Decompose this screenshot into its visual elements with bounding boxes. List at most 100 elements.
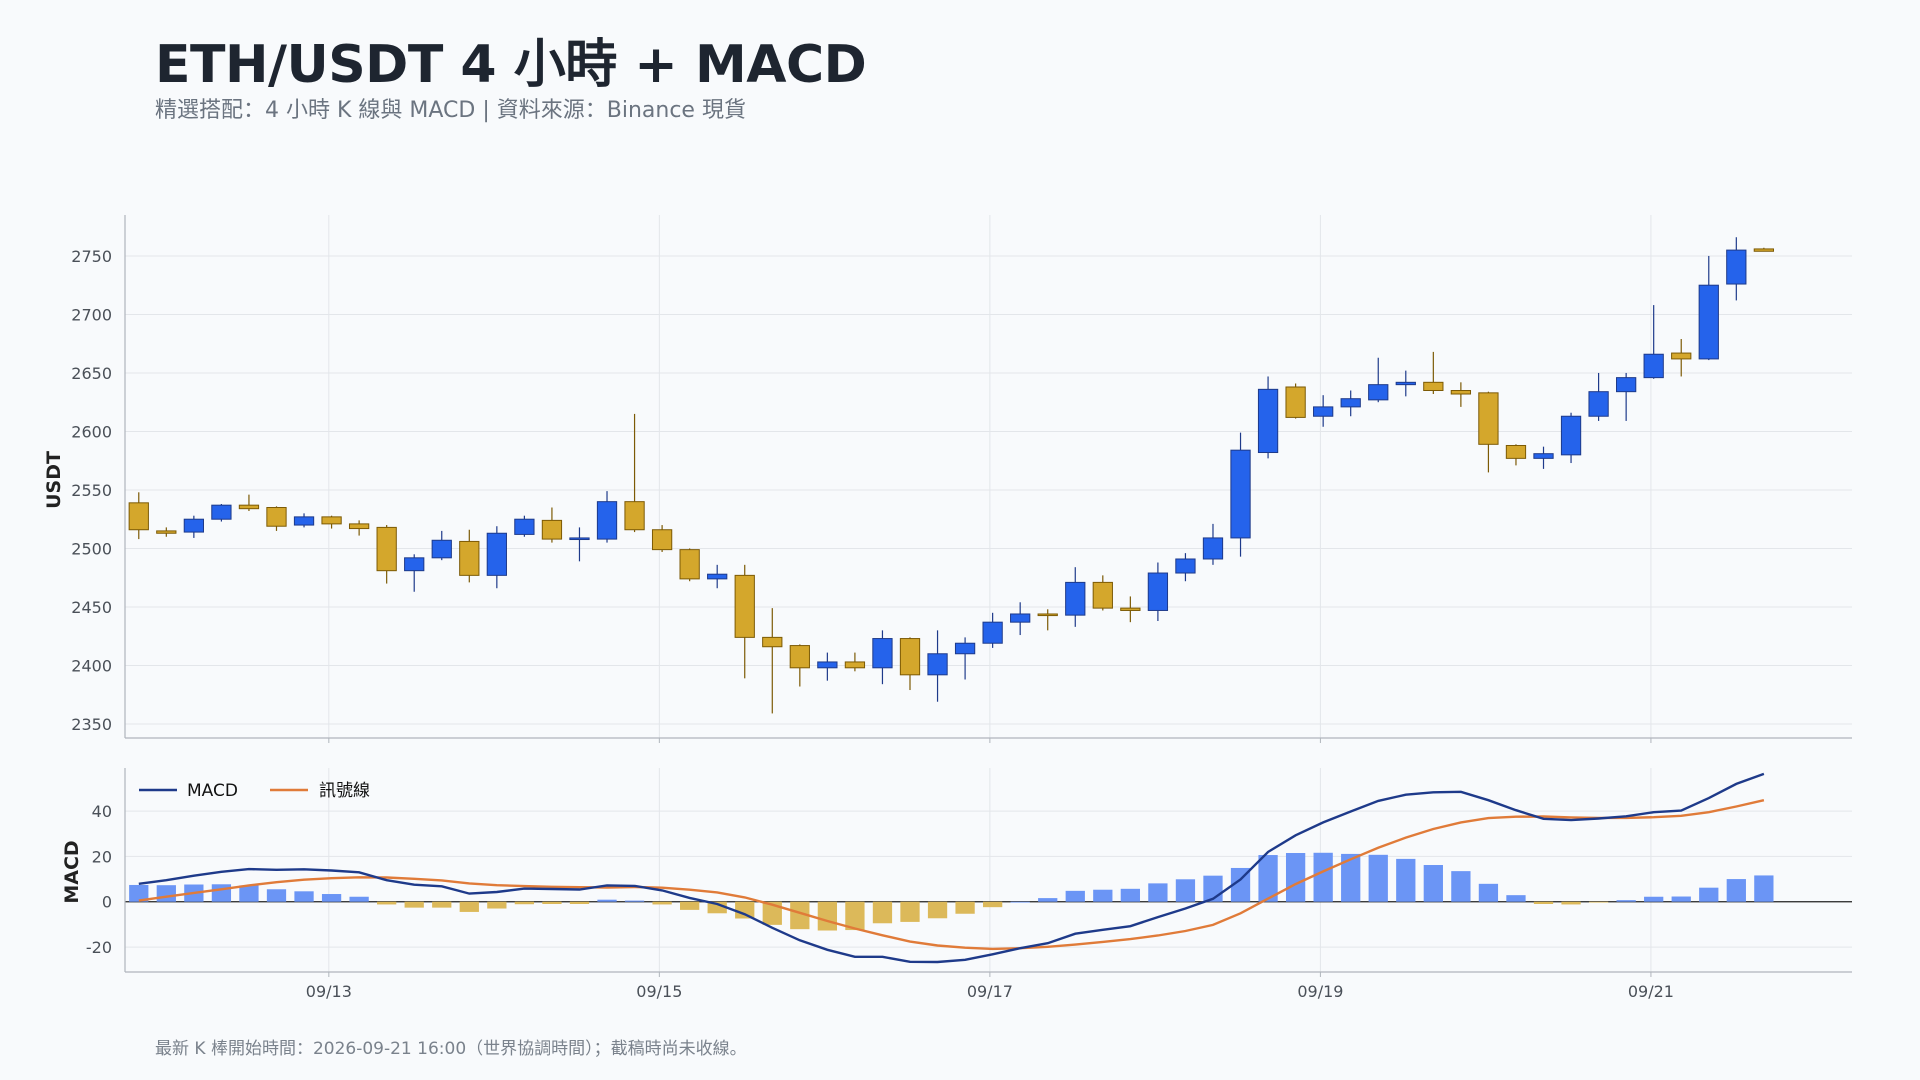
candle-body (1753, 248, 1774, 252)
candle-body (1065, 581, 1086, 616)
candle-body (954, 642, 976, 655)
candle-body (486, 532, 507, 576)
candle-body (624, 501, 645, 531)
candle-body (1671, 352, 1692, 360)
x-tick-label: 09/19 (1297, 982, 1343, 1001)
macd-histogram (129, 852, 1774, 931)
candle (376, 525, 397, 584)
candle (1285, 383, 1306, 419)
histogram-bar (377, 901, 397, 905)
candle-body (1505, 444, 1527, 459)
candle (1616, 372, 1637, 421)
candle (1395, 370, 1416, 397)
price-y-tick-label: 2400 (71, 656, 112, 675)
candle (679, 548, 700, 582)
histogram-bar (1451, 871, 1471, 902)
candle (321, 515, 342, 529)
candle-body (872, 638, 893, 669)
page-title: ETH/USDT 4 小時 + MACD (155, 35, 867, 95)
candle-body (376, 526, 397, 572)
candle-body (1010, 613, 1031, 623)
candle (1120, 596, 1141, 623)
histogram-bar (1285, 853, 1306, 902)
x-tick-label: 09/13 (306, 982, 352, 1001)
macd-lines (138, 772, 1765, 964)
histogram-bar (982, 901, 1003, 908)
histogram-bar (514, 901, 535, 905)
candle (1643, 305, 1664, 379)
histogram-bar (1341, 853, 1361, 902)
legend-macd-label: MACD (187, 781, 238, 801)
candle-body (348, 523, 370, 530)
candle (1698, 255, 1719, 361)
candle-body (1533, 453, 1554, 459)
candle-body (1147, 572, 1169, 611)
candle (1147, 562, 1169, 621)
price-panel: 2350 2400 2450 2500 2550 2600 2650 2700 2750 USD… (43, 215, 1852, 743)
candle (1313, 395, 1334, 427)
histogram-bar (735, 901, 755, 919)
histogram-bar (652, 901, 672, 905)
price-y-tick-label: 2650 (71, 364, 112, 383)
histogram-bar (1175, 879, 1196, 902)
candle (1257, 376, 1279, 459)
candle-body (651, 529, 673, 551)
histogram-bar (321, 894, 342, 902)
candle-body (1698, 284, 1719, 360)
histogram-bar (349, 896, 369, 902)
candle (1202, 523, 1224, 565)
candle-body (1560, 415, 1582, 456)
histogram-bar (1010, 901, 1030, 903)
candle-body (569, 537, 590, 541)
candle (1065, 567, 1086, 627)
histogram-bar (1313, 852, 1333, 902)
candle (789, 644, 810, 687)
candle (982, 612, 1003, 648)
candle-body (1202, 537, 1224, 560)
candle (1588, 372, 1609, 421)
candle-body (1726, 249, 1747, 285)
histogram-bar (542, 901, 562, 904)
histogram-bar (1148, 883, 1168, 902)
histogram-bar (1588, 901, 1609, 903)
candle-body (817, 661, 838, 669)
candle-body (1230, 449, 1251, 539)
candle (624, 413, 645, 533)
candle-body (1175, 558, 1196, 574)
price-y-tick-label: 2700 (71, 305, 112, 324)
candle-body (762, 636, 783, 648)
candle (1092, 575, 1113, 611)
histogram-bar (762, 901, 782, 925)
candle (459, 529, 480, 583)
histogram-bar (1699, 887, 1719, 902)
candle-body (459, 540, 480, 576)
price-y-tick-label: 2550 (71, 481, 112, 500)
candle-body (238, 504, 260, 510)
macd-axis: -20 0 20 40 09/13 09/15 09/17 09/19 09/21 (86, 768, 1852, 1001)
candle (514, 515, 535, 537)
candle (1037, 609, 1058, 631)
macd-y-tick-label: 0 (102, 893, 112, 912)
candle (954, 637, 976, 680)
candle (734, 564, 755, 679)
histogram-bar (900, 901, 920, 922)
candle (762, 608, 783, 714)
candle (707, 564, 728, 589)
candle-body (1037, 613, 1058, 617)
candle (541, 507, 563, 543)
legend-signal-label: 訊號線 (319, 781, 370, 801)
x-tick-label: 09/21 (1628, 982, 1674, 1001)
candle-body (1478, 392, 1499, 445)
histogram-bar (1120, 888, 1140, 902)
candle-body (844, 661, 866, 669)
candle-body (1588, 391, 1609, 417)
footnote: 最新 K 棒開始時間：2026-09-21 16:00（世界協調時間）；截稿時尚… (155, 1039, 747, 1059)
candle (1533, 446, 1554, 469)
candle (211, 503, 232, 522)
histogram-bar (1396, 858, 1416, 902)
histogram-bar (129, 884, 149, 902)
candle (1753, 247, 1774, 252)
histogram-bar (707, 901, 727, 914)
candle-body (1285, 386, 1306, 418)
candle (1340, 390, 1361, 417)
